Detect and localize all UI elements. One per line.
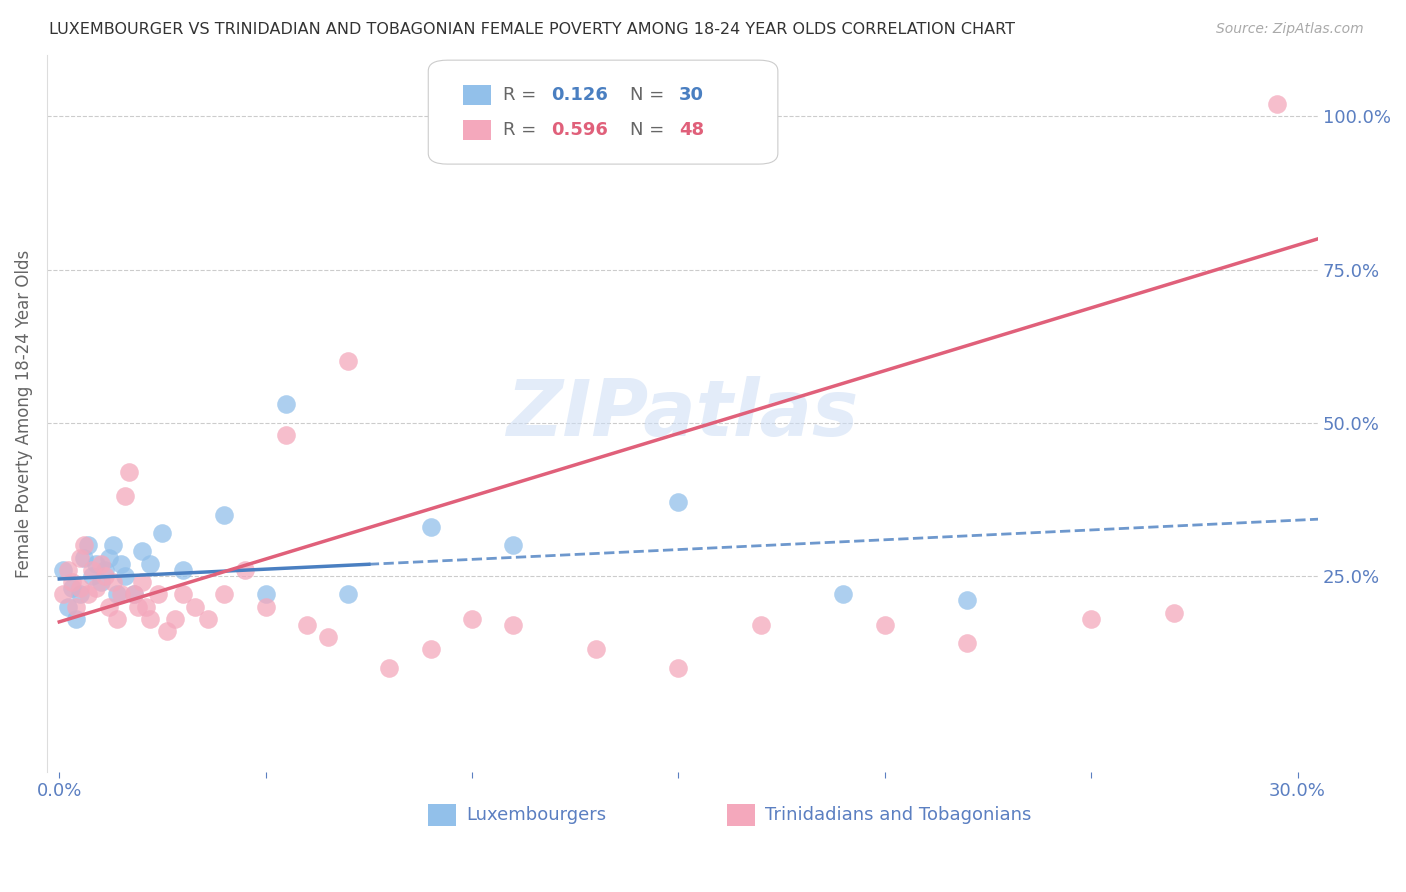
Point [155,624,177,638]
Point [65,612,87,626]
Point [131,544,153,558]
Point [127,599,149,614]
Point [419,642,441,657]
Point [69,581,91,595]
Point [585,642,607,657]
Point [73,538,96,552]
Point [97,550,120,565]
Bar [463,85,491,104]
Point [86,581,108,595]
Point [276,428,298,442]
Point [337,587,360,601]
Text: 0.596: 0.596 [551,121,609,139]
Point [184,599,207,614]
Point [82,569,104,583]
Point [52,587,75,601]
Text: ZIPatlas: ZIPatlas [506,376,859,451]
Text: Trinidadians and Tobagonians: Trinidadians and Tobagonians [765,806,1032,824]
Point [135,599,157,614]
Point [461,612,484,626]
Point [77,538,100,552]
Point [956,593,979,607]
Y-axis label: Female Poverty Among 18-24 Year Olds: Female Poverty Among 18-24 Year Olds [15,250,32,578]
Text: R =: R = [503,86,543,103]
Point [214,587,236,601]
Bar [727,805,755,826]
Point [110,557,132,571]
Point [101,538,124,552]
Point [60,581,83,595]
Point [65,599,87,614]
Point [139,557,162,571]
Text: R =: R = [503,121,543,139]
Point [114,569,136,583]
Point [666,495,689,509]
Point [749,618,772,632]
Point [118,465,141,479]
Point [152,526,174,541]
Point [93,569,115,583]
Point [122,587,145,601]
Point [254,599,277,614]
Point [148,587,170,601]
Point [101,575,124,590]
Text: N =: N = [630,86,671,103]
Point [276,397,298,411]
Text: 0.126: 0.126 [551,86,609,103]
Point [56,599,79,614]
Point [82,563,104,577]
Point [90,557,112,571]
Point [105,612,128,626]
Point [90,575,112,590]
Point [873,618,896,632]
Point [114,489,136,503]
Point [419,520,441,534]
Point [60,575,83,590]
Point [502,538,524,552]
Text: 30: 30 [679,86,703,103]
Point [316,630,339,644]
FancyBboxPatch shape [429,60,778,164]
Point [56,563,79,577]
Point [86,557,108,571]
Point [163,612,186,626]
Point [97,599,120,614]
Point [52,563,75,577]
Point [110,587,132,601]
Bar [463,120,491,140]
Point [139,612,162,626]
Point [77,587,100,601]
Point [172,587,194,601]
Bar [429,805,456,826]
Point [73,550,96,565]
Point [502,618,524,632]
Point [93,563,115,577]
Point [254,587,277,601]
Text: 48: 48 [679,121,704,139]
Point [1163,606,1185,620]
Point [832,587,855,601]
Point [295,618,318,632]
Point [131,575,153,590]
Point [378,661,401,675]
Point [337,354,360,368]
Point [105,587,128,601]
Text: Source: ZipAtlas.com: Source: ZipAtlas.com [1216,22,1364,37]
Point [197,612,219,626]
Text: N =: N = [630,121,671,139]
Point [1265,97,1288,112]
Point [233,563,256,577]
Point [666,661,689,675]
Point [956,636,979,650]
Text: LUXEMBOURGER VS TRINIDADIAN AND TOBAGONIAN FEMALE POVERTY AMONG 18-24 YEAR OLDS : LUXEMBOURGER VS TRINIDADIAN AND TOBAGONI… [49,22,1015,37]
Point [122,587,145,601]
Point [214,508,236,522]
Point [69,587,91,601]
Point [1080,612,1102,626]
Text: Luxembourgers: Luxembourgers [467,806,606,824]
Point [172,563,194,577]
Point [69,550,91,565]
